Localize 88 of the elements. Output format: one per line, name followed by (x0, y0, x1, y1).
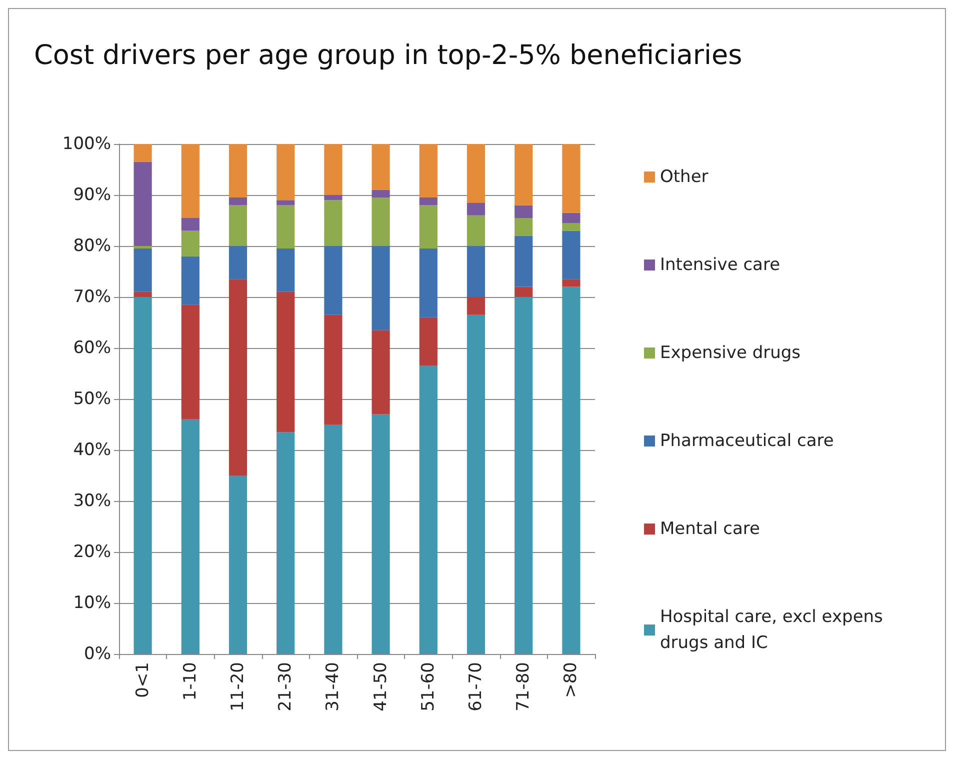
x-tick-label: 21-30 (276, 662, 296, 712)
bar (134, 144, 152, 162)
bar (134, 248, 152, 292)
bar (419, 205, 438, 249)
bar (514, 205, 533, 218)
bar (466, 202, 486, 216)
bar (324, 246, 342, 315)
legend-label: Hospital care, excl expens drugs and IC (660, 607, 888, 653)
bar (181, 419, 200, 654)
bar (466, 314, 486, 654)
bar (466, 144, 486, 203)
bar (276, 292, 295, 432)
bar (514, 297, 533, 654)
chart-title: Cost drivers per age group in top-2-5% beneficiaries (34, 40, 742, 71)
bar (181, 256, 200, 305)
x-tick-label: >80 (561, 662, 582, 698)
bar (276, 248, 295, 292)
bar (324, 200, 342, 246)
bar (228, 246, 248, 280)
bar (228, 205, 248, 246)
bar (419, 144, 438, 198)
bar (181, 218, 200, 231)
bar (419, 317, 438, 366)
bar (276, 205, 295, 249)
bar (514, 218, 533, 236)
x-tick-label: 1-10 (180, 662, 200, 701)
bar (372, 414, 390, 654)
bar (181, 144, 200, 218)
x-tick-label: 71-80 (514, 662, 534, 712)
legend-label: Expensive drugs (660, 343, 801, 363)
legend-label: Mental care (660, 519, 760, 539)
bar (562, 286, 580, 654)
x-tick-label: 11-20 (228, 662, 248, 712)
bar (419, 248, 438, 318)
y-tick-label: 60% (73, 338, 111, 358)
bar (372, 198, 390, 246)
x-tick-label: 51-60 (418, 662, 438, 712)
bar (372, 144, 390, 190)
bar (514, 144, 533, 206)
bar (562, 223, 580, 231)
bar (276, 144, 295, 200)
bar (562, 212, 580, 224)
bar (228, 198, 248, 206)
y-tick-label: 30% (73, 491, 111, 511)
bar (228, 144, 248, 198)
y-tick-label: 20% (73, 542, 111, 562)
bar (324, 195, 342, 200)
y-tick-label: 90% (73, 185, 111, 205)
y-tick-label: 50% (73, 389, 111, 409)
bar (181, 304, 200, 420)
bar (134, 292, 152, 297)
bar (134, 162, 152, 246)
bar (276, 200, 295, 206)
bar (372, 190, 390, 198)
legend-label: Intensive care (660, 255, 780, 275)
y-tick-label: 40% (73, 440, 111, 460)
legend-label: Pharmaceutical care (660, 431, 834, 451)
x-tick-label: 0<1 (132, 662, 153, 698)
bar (514, 236, 533, 287)
y-tick-label: 70% (73, 287, 111, 307)
bar (276, 432, 295, 654)
bar (514, 286, 533, 297)
y-tick-label: 80% (73, 236, 111, 256)
bar (134, 246, 152, 249)
bar (228, 279, 248, 476)
y-tick-label: 0% (84, 644, 111, 664)
bar (181, 230, 200, 256)
bar (134, 297, 152, 654)
bar (372, 246, 390, 330)
bar (372, 330, 390, 414)
y-tick-label: 10% (73, 593, 111, 613)
bar (466, 215, 486, 246)
bar (562, 279, 580, 287)
x-tick-label: 61-70 (466, 662, 486, 712)
x-tick-label: 31-40 (323, 662, 344, 712)
bar (324, 144, 342, 195)
x-tick-label: 41-50 (370, 662, 391, 712)
bar (228, 476, 248, 654)
bar (466, 297, 486, 315)
bar (419, 198, 438, 206)
bar (324, 424, 342, 654)
bar (324, 314, 342, 424)
bar (562, 230, 580, 280)
y-tick-label: 100% (62, 134, 111, 154)
bar (466, 246, 486, 297)
bar (419, 366, 438, 654)
legend-label: Other (660, 167, 708, 187)
bar (562, 144, 580, 213)
